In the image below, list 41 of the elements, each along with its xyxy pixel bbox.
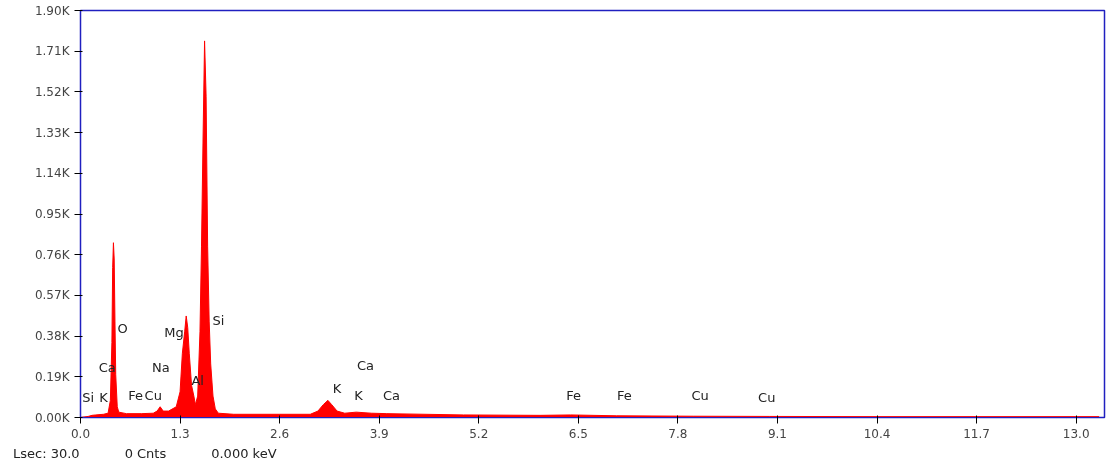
y-tick-label: 1.52K: [34, 84, 71, 99]
annotation: Si: [212, 312, 225, 328]
y-tick-label: 0.38K: [34, 329, 71, 344]
annotation: O: [117, 321, 128, 337]
x-tick-label: 2.6: [270, 426, 290, 441]
annotation: K: [99, 389, 109, 405]
annotation: Ca: [356, 357, 374, 373]
annotation: K: [354, 387, 364, 403]
annotation: K: [332, 381, 342, 397]
x-tick-label: 10.4: [863, 426, 891, 441]
y-tick-label: 0.95K: [34, 207, 71, 221]
y-tick-label: 1.14K: [34, 166, 71, 181]
x-tick-label: 13.0: [1062, 426, 1090, 441]
annotation: Fe: [128, 387, 144, 403]
annotation: Fe: [566, 387, 582, 403]
annotation: Cu: [758, 389, 776, 405]
annotation: Fe: [616, 387, 632, 403]
annotation: Cu: [144, 387, 162, 403]
x-tick-label: 9.1: [767, 426, 788, 441]
annotation: Ca: [382, 387, 400, 403]
annotation: Na: [152, 359, 170, 375]
annotation: Cu: [691, 387, 709, 403]
x-tick-label: 6.5: [568, 426, 588, 441]
y-tick-label: 1.71K: [34, 44, 71, 59]
text: 0.000 keV: [211, 446, 277, 461]
y-tick-label: 1.90K: [34, 3, 71, 18]
y-tick-label: 1.33K: [34, 125, 71, 140]
y-tick-label: 0.19K: [34, 369, 71, 384]
x-tick-label: 11.7: [963, 426, 990, 441]
x-tick-label: 3.9: [369, 426, 389, 441]
y-tick-label: 0.00K: [34, 410, 71, 425]
x-tick-label: 1.3: [170, 426, 190, 441]
y-tick-label: 0.57K: [34, 288, 71, 303]
text: 0 Cnts: [124, 446, 167, 461]
annotation: Si: [82, 389, 95, 405]
y-tick-label: 0.76K: [34, 247, 71, 262]
x-tick-label: 7.8: [668, 426, 688, 441]
x-tick-label: 0.0: [70, 426, 91, 441]
annotation: Mg: [164, 325, 184, 341]
x-tick-label: 5.2: [469, 426, 489, 441]
text: Lsec: 30.0: [13, 446, 80, 461]
